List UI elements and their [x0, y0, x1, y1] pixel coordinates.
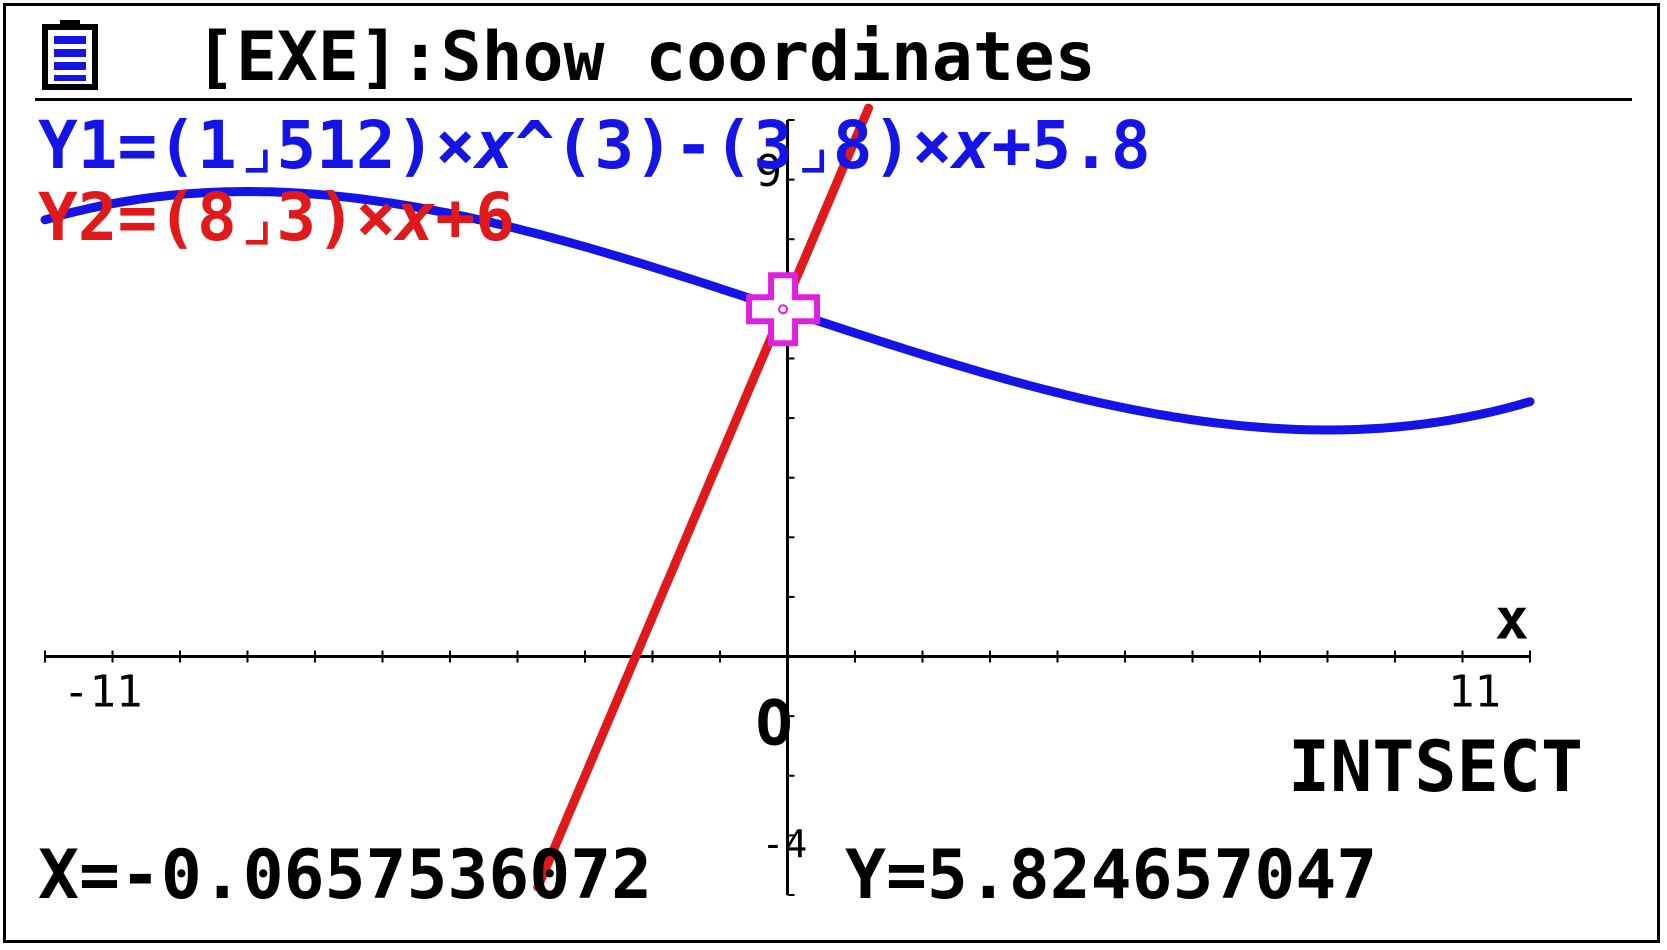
status-divider: [35, 98, 1632, 101]
function-y1-suffix: +5.8: [991, 107, 1151, 184]
y-max-label: 9: [756, 146, 783, 197]
x-min-label: -11: [63, 667, 142, 718]
function-y2-var: x: [395, 179, 436, 256]
function-y2-suffix: +6: [435, 179, 515, 256]
axes: -11 11 Ox 9 -4: [44, 119, 1531, 896]
mode-label: INTSECT: [1288, 726, 1584, 808]
cursor-center: [778, 304, 789, 315]
y-coordinate-readout: Y=5.824657047: [845, 836, 1378, 915]
screen-frame: [3, 3, 1660, 943]
curve-y2: [533, 103, 873, 892]
function-y1-var: x: [951, 107, 992, 184]
cursor-cross: [746, 272, 821, 347]
function-y2: Y2=(8⌟3)×x+6: [38, 180, 515, 256]
y-min-label: -4: [762, 822, 808, 866]
battery-icon: [42, 20, 98, 90]
function-y1-middle: ^(3)-(3⌟8)×: [514, 107, 952, 184]
x-axis-label: x: [1495, 588, 1529, 653]
origin-label: O: [756, 687, 793, 760]
status-bar: [EXE]:Show coordinates: [0, 0, 1667, 103]
x-coordinate-readout: X=-0.0657536072: [38, 836, 653, 915]
function-y1: Y1=(1⌟512)×x^(3)-(3⌟8)×x+5.8: [38, 108, 1151, 184]
function-y2-prefix: Y2=(8⌟3)×: [38, 179, 396, 256]
hint-text: [EXE]:Show coordinates: [195, 18, 1096, 97]
function-y1-prefix: Y1=(1⌟512)×: [38, 107, 476, 184]
function-y1-var: x: [475, 107, 515, 184]
x-max-label: 11: [1448, 667, 1501, 718]
intersection-cursor: [746, 272, 821, 347]
